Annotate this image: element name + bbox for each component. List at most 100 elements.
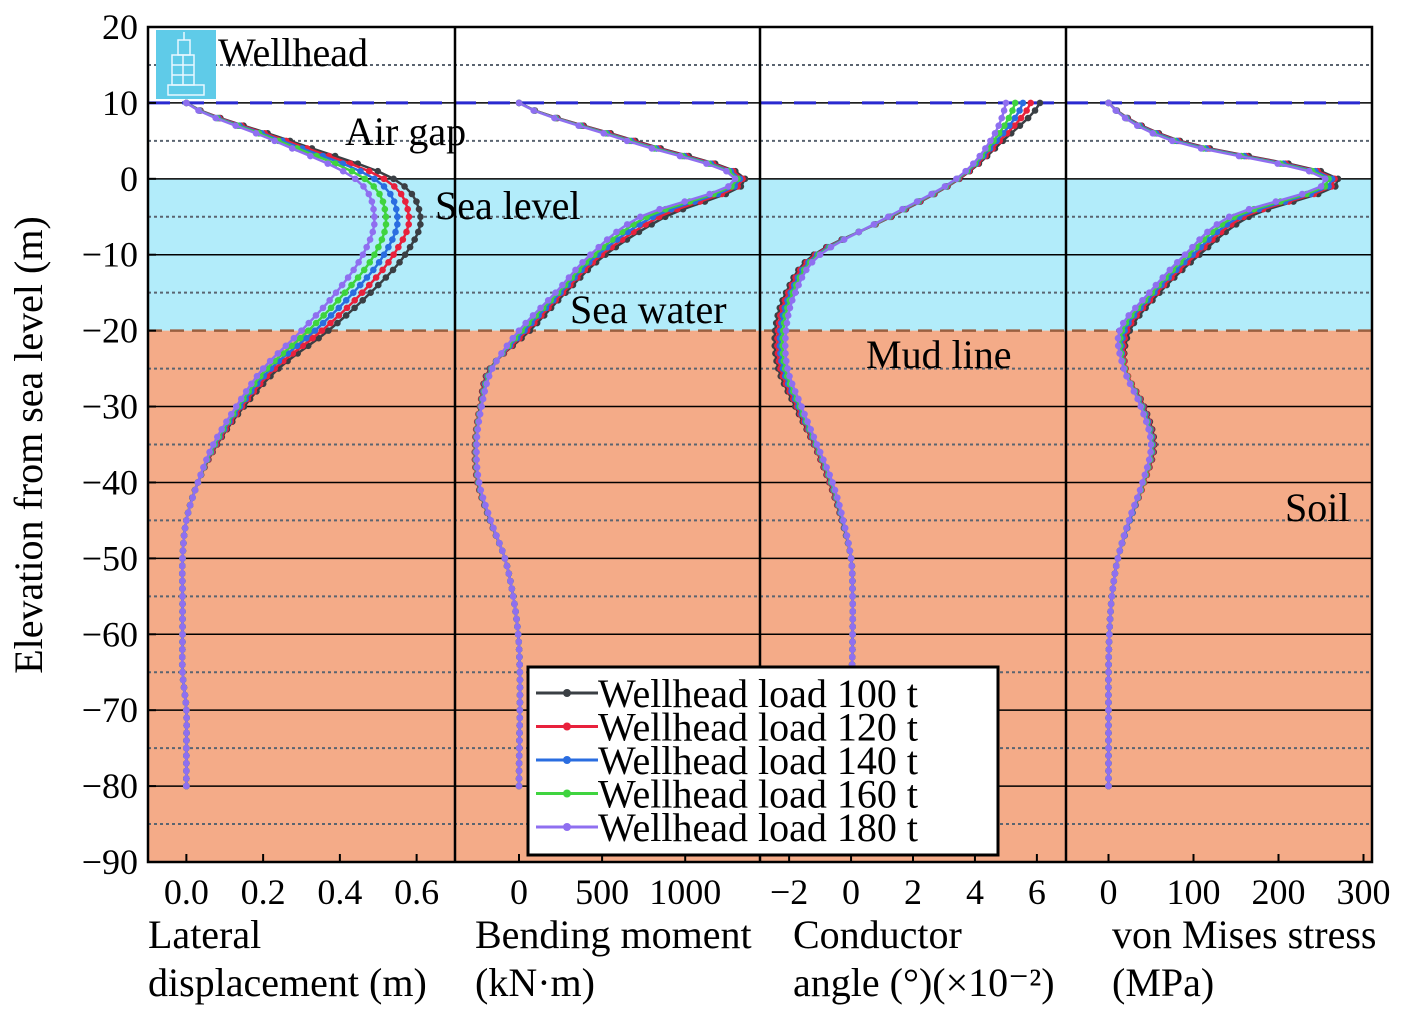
data-point bbox=[829, 479, 836, 486]
data-point bbox=[212, 114, 219, 122]
data-point bbox=[847, 555, 855, 562]
data-point bbox=[1019, 99, 1027, 107]
data-point bbox=[516, 714, 524, 722]
data-point bbox=[302, 334, 310, 342]
data-point bbox=[180, 532, 188, 539]
data-point bbox=[327, 319, 334, 327]
data-point bbox=[1105, 714, 1112, 722]
data-point bbox=[507, 577, 514, 585]
data-point bbox=[481, 388, 489, 395]
data-point bbox=[1213, 221, 1221, 228]
data-point bbox=[342, 312, 350, 319]
data-point bbox=[803, 266, 810, 274]
data-point bbox=[369, 228, 377, 236]
data-point bbox=[178, 570, 186, 577]
data-point bbox=[305, 319, 313, 327]
data-point bbox=[1298, 190, 1306, 198]
data-point bbox=[266, 357, 274, 365]
data-point bbox=[179, 676, 187, 684]
data-point bbox=[1152, 281, 1160, 289]
data-point bbox=[781, 342, 789, 350]
data-point bbox=[1173, 259, 1181, 266]
data-point bbox=[378, 236, 386, 243]
data-point bbox=[1105, 99, 1112, 107]
data-point bbox=[1143, 463, 1151, 471]
data-point bbox=[987, 137, 994, 145]
data-point bbox=[1317, 183, 1325, 190]
data-point bbox=[478, 403, 485, 410]
data-point bbox=[1105, 722, 1112, 729]
data-point bbox=[1017, 114, 1025, 122]
data-point bbox=[1116, 350, 1123, 357]
data-point bbox=[1131, 501, 1138, 509]
data-point bbox=[490, 524, 497, 532]
data-point bbox=[1106, 630, 1113, 638]
data-point bbox=[197, 471, 204, 479]
data-point bbox=[334, 319, 341, 327]
data-point bbox=[516, 691, 524, 699]
legend-item: Wellhead load 120 t bbox=[536, 705, 918, 750]
data-point bbox=[355, 259, 362, 266]
data-point bbox=[516, 737, 523, 744]
data-point bbox=[1197, 145, 1205, 152]
data-point bbox=[1139, 479, 1146, 486]
data-point bbox=[405, 221, 413, 228]
data-point bbox=[325, 327, 332, 334]
data-point bbox=[848, 653, 856, 661]
data-point bbox=[849, 646, 856, 653]
data-point bbox=[183, 752, 190, 760]
data-point bbox=[1112, 107, 1120, 114]
data-point bbox=[372, 274, 380, 281]
data-point bbox=[848, 562, 856, 570]
data-point bbox=[516, 729, 523, 737]
data-point bbox=[408, 190, 416, 198]
x-tick-label: 0.6 bbox=[394, 872, 439, 912]
data-point bbox=[849, 608, 857, 615]
data-point bbox=[360, 183, 367, 190]
data-point bbox=[1024, 114, 1032, 122]
data-point bbox=[368, 198, 376, 205]
data-point bbox=[299, 342, 307, 350]
legend-item: Wellhead load 100 t bbox=[536, 671, 918, 716]
annotation-sea-level: Sea level bbox=[435, 183, 581, 228]
data-point bbox=[516, 722, 523, 729]
data-point bbox=[370, 183, 378, 190]
data-point bbox=[387, 190, 394, 198]
data-point bbox=[941, 183, 949, 190]
data-point bbox=[1142, 418, 1150, 426]
data-point bbox=[1272, 198, 1280, 205]
data-point bbox=[706, 190, 713, 198]
data-point bbox=[656, 205, 663, 213]
data-point bbox=[516, 661, 523, 668]
y-tick-label: −20 bbox=[82, 311, 138, 351]
y-tick-label: −40 bbox=[82, 462, 138, 502]
data-point bbox=[179, 646, 186, 653]
data-point bbox=[529, 312, 537, 319]
data-point bbox=[227, 410, 235, 418]
axis-ticks: 0.0 0.2 0.4 0.6 0 500 1000 −2 0 2 4 6 0 100 200 3002010… bbox=[82, 7, 1391, 912]
data-point bbox=[298, 327, 305, 334]
data-point bbox=[1118, 357, 1125, 365]
data-point bbox=[473, 448, 480, 456]
legend-swatch-marker bbox=[563, 689, 571, 697]
data-point bbox=[397, 190, 405, 198]
data-point bbox=[587, 251, 594, 259]
data-point bbox=[840, 517, 847, 524]
data-point bbox=[327, 312, 335, 319]
data-point bbox=[356, 281, 364, 289]
data-point bbox=[411, 236, 418, 243]
data-point bbox=[390, 198, 398, 205]
data-point bbox=[1139, 296, 1146, 304]
data-point bbox=[848, 570, 856, 577]
data-point bbox=[884, 213, 892, 221]
data-point bbox=[366, 259, 374, 266]
data-point bbox=[485, 372, 493, 380]
legend-item: Wellhead load 140 t bbox=[536, 738, 918, 783]
data-point bbox=[1000, 107, 1008, 114]
data-point bbox=[1125, 517, 1133, 524]
data-point bbox=[415, 205, 423, 213]
data-point bbox=[1245, 205, 1253, 213]
data-point bbox=[248, 380, 255, 388]
data-point bbox=[178, 653, 186, 661]
data-point bbox=[786, 304, 794, 312]
